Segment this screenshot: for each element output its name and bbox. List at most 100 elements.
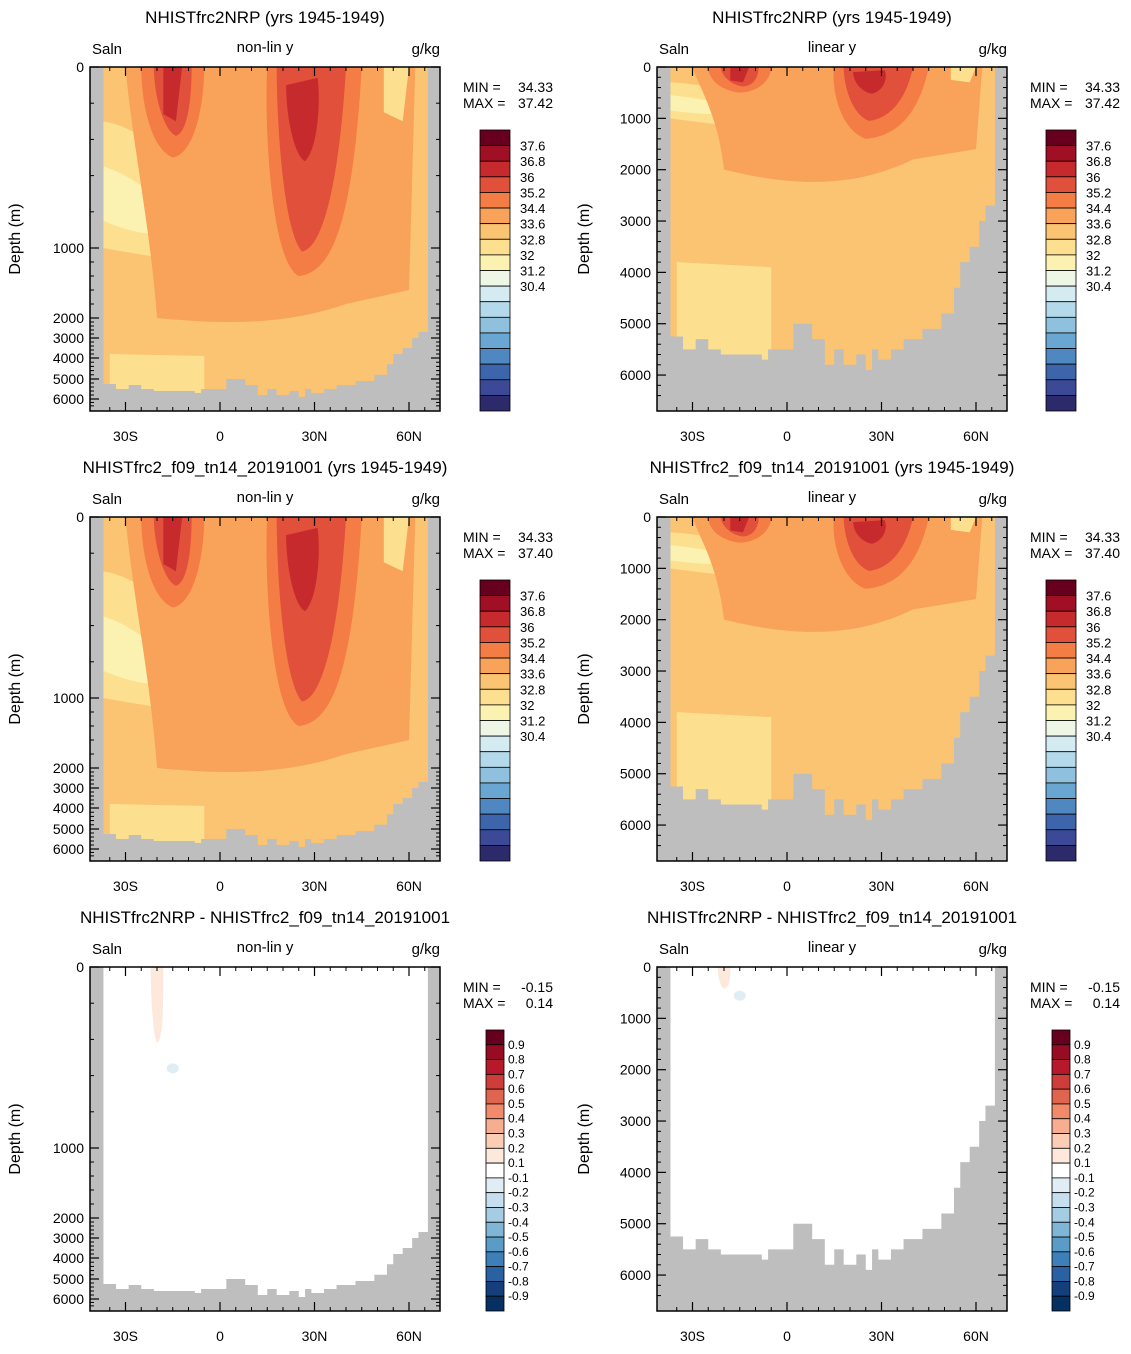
colorbar-label: 34.4 (1086, 201, 1111, 216)
ytick-label-4000: 4000 (620, 1164, 651, 1180)
ytick-label-6000: 6000 (620, 817, 651, 833)
colorbar-label: 35.2 (1086, 635, 1111, 650)
diff-negative (166, 1063, 179, 1074)
colorbar-swatch (479, 595, 511, 612)
colorbar-swatch (485, 1207, 505, 1223)
colorbar-label: 32.8 (1086, 232, 1111, 247)
colorbar-swatch (479, 642, 511, 659)
salinity-field (657, 67, 1007, 411)
plot-frame (89, 516, 441, 862)
colorbar: 0.90.80.70.60.50.40.30.20.1-0.1-0.2-0.3-… (485, 1029, 529, 1312)
colorbar-label: -0.6 (1074, 1245, 1095, 1259)
colorbar-label: -0.2 (508, 1186, 529, 1200)
max-value: 37.40 (1085, 545, 1120, 561)
variable-label: Saln (659, 41, 689, 58)
ytick-label-0: 0 (76, 959, 84, 975)
xtick-label-60N: 60N (963, 1328, 989, 1344)
field-arctic (950, 517, 976, 533)
colorbar-swatch (485, 1147, 505, 1164)
plot-frame (656, 516, 1008, 862)
colorbar-swatch (485, 1251, 505, 1268)
field-na-core2 (853, 70, 886, 94)
ytick-label-1000: 1000 (53, 1140, 84, 1156)
colorbar-label: 31.2 (520, 264, 545, 279)
ytick-label-2000: 2000 (53, 310, 84, 326)
min-label: MIN = (463, 979, 501, 995)
ytick-label-5000: 5000 (620, 766, 651, 782)
max-value: 37.42 (1085, 95, 1120, 111)
colorbar-swatch (1051, 1221, 1071, 1238)
colorbar-swatch (1045, 254, 1077, 271)
max-value: 0.14 (526, 995, 553, 1011)
colorbar-label: 36.8 (520, 604, 545, 619)
colorbar-label: 0.4 (508, 1112, 525, 1126)
colorbar-swatch (485, 1118, 505, 1134)
colorbar-swatch (1045, 332, 1077, 349)
panel-title: NHISTfrc2NRP (yrs 1945-1949) (712, 8, 952, 27)
xtick-label-30S: 30S (680, 878, 705, 894)
ytick-label-4000: 4000 (53, 1250, 84, 1266)
colorbar-swatch (479, 798, 511, 815)
colorbar-swatch (479, 332, 511, 349)
land-mask (90, 967, 440, 1311)
ytick-label-6000: 6000 (620, 1267, 651, 1283)
colorbar-label: 0.9 (508, 1038, 525, 1052)
ytick-label-5000: 5000 (620, 1216, 651, 1232)
field-na-core2 (286, 527, 319, 612)
colorbar-label: 32 (1086, 248, 1100, 263)
colorbar-label: 32.8 (520, 232, 545, 247)
ytick-label-1000: 1000 (53, 240, 84, 256)
colorbar-swatch (479, 735, 511, 753)
xtick-label-30S: 30S (680, 1328, 705, 1344)
colorbar-label: 0.3 (508, 1127, 525, 1141)
field-na-core2 (853, 520, 886, 544)
min-value: 34.33 (518, 529, 553, 545)
units-label: g/kg (979, 491, 1007, 508)
min-value: 34.33 (518, 79, 553, 95)
ytick-label-4000: 4000 (53, 350, 84, 366)
colorbar-label: 34.4 (1086, 651, 1111, 666)
xtick-label-0: 0 (783, 878, 791, 894)
ytick-label-2000: 2000 (620, 1062, 651, 1078)
colorbar-swatch (479, 316, 511, 334)
colorbar-swatch (1045, 176, 1077, 193)
colorbar-label: -0.8 (1074, 1274, 1095, 1288)
colorbar-swatch (1045, 363, 1077, 381)
colorbar-swatch (485, 1029, 505, 1046)
ytick-label-3000: 3000 (53, 780, 84, 796)
panel-p5: 0 1000 2000 3000 4000 5000 6000 30S 0 30N 60N NHIST… (7, 908, 553, 1344)
colorbar-swatch (1051, 1266, 1071, 1282)
colorbar-swatch (1045, 642, 1077, 659)
colorbar-swatch (479, 626, 511, 643)
colorbar-swatch (1051, 1133, 1071, 1149)
ytick-label-6000: 6000 (53, 391, 84, 407)
colorbar-swatch (479, 720, 511, 737)
colorbar-label: 33.6 (520, 217, 545, 232)
ytick-label-4000: 4000 (53, 800, 84, 816)
variable-label: Saln (659, 491, 689, 508)
ytick-label-6000: 6000 (53, 841, 84, 857)
colorbar-swatch (479, 285, 511, 303)
variable-label: Saln (659, 941, 689, 958)
colorbar-swatch (1051, 1088, 1071, 1105)
colorbar-label: 0.1 (508, 1156, 525, 1170)
colorbar-label: 0.6 (508, 1082, 525, 1096)
colorbar-label: -0.5 (508, 1230, 529, 1244)
colorbar-label: 0.6 (1074, 1082, 1091, 1096)
min-label: MIN = (463, 529, 501, 545)
colorbar-swatch (479, 673, 511, 690)
land-mask (657, 967, 1007, 1311)
ytick-label-4000: 4000 (620, 714, 651, 730)
colorbar-swatch (485, 1192, 505, 1208)
colorbar-swatch (1051, 1251, 1071, 1268)
xtick-label-60N: 60N (396, 878, 422, 894)
panel-p2: 0 1000 2000 3000 4000 5000 6000 30S 0 30N 60N NHIST… (576, 8, 1120, 444)
colorbar-label: 36.8 (1086, 154, 1111, 169)
panel-p6: 0 1000 2000 3000 4000 5000 6000 30S 0 30N 60N NHIST… (576, 908, 1120, 1344)
colorbar-swatch (1045, 626, 1077, 643)
colorbar-swatch (479, 363, 511, 381)
scale-label: linear y (808, 489, 857, 506)
